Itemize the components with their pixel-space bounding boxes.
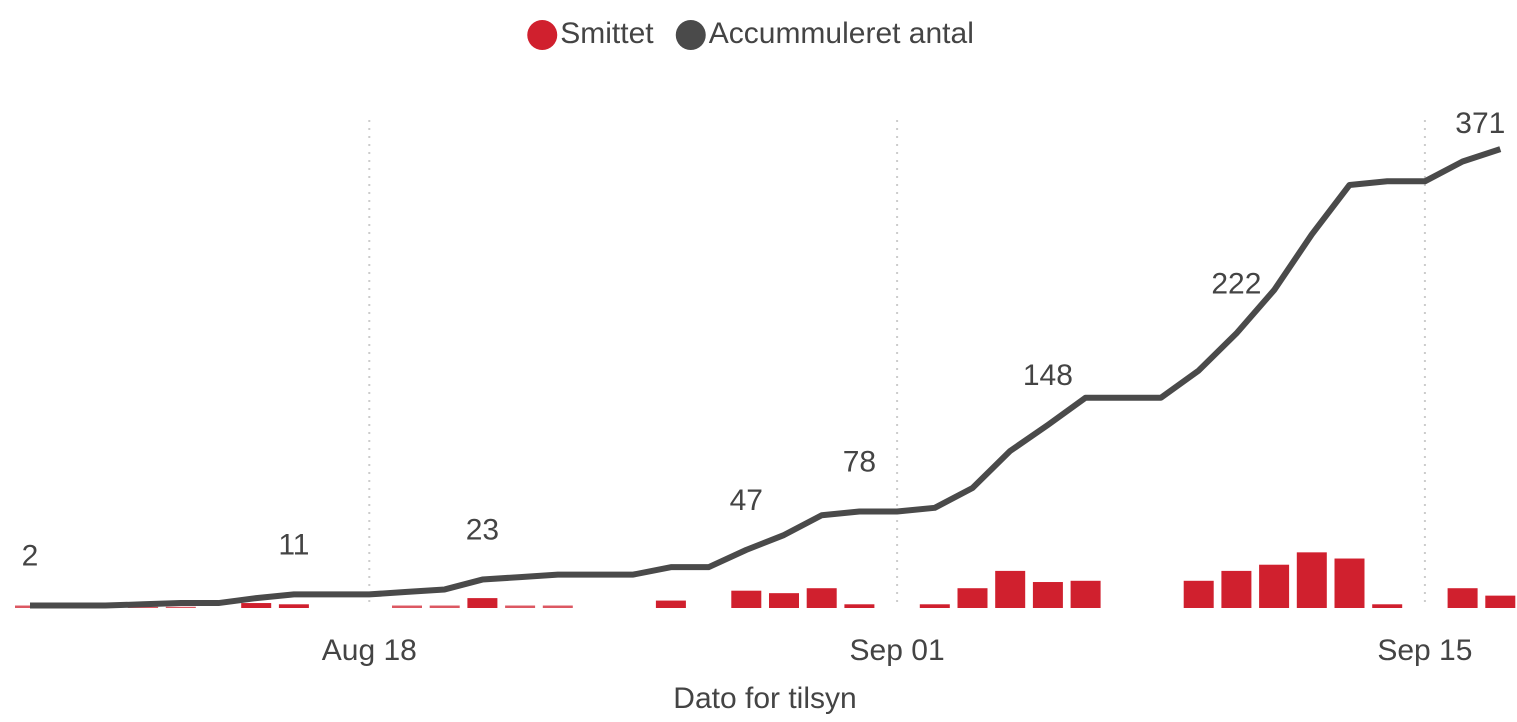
legend-marker (675, 20, 706, 50)
bar (1447, 588, 1478, 608)
bar (1070, 580, 1101, 608)
bar (1221, 570, 1252, 608)
bar (1334, 558, 1365, 608)
bar (1183, 580, 1214, 608)
bar (241, 603, 272, 608)
bar (1032, 582, 1063, 608)
bar (165, 606, 196, 608)
bar (957, 588, 988, 608)
legend-label: Accummuleret antal (709, 17, 974, 50)
data-label: 11 (278, 528, 309, 561)
data-label: 148 (1023, 359, 1073, 392)
bar (995, 570, 1026, 608)
data-label: 371 (1455, 107, 1505, 140)
data-label: 23 (466, 513, 499, 546)
data-label: 47 (730, 484, 763, 517)
bar (467, 598, 498, 608)
bar (128, 606, 159, 608)
bar (429, 605, 460, 608)
x-tick-label: Sep 15 (1377, 634, 1472, 667)
legend-marker (527, 20, 558, 50)
x-tick-label: Sep 01 (850, 634, 945, 667)
data-label: 2 (22, 539, 39, 572)
line (30, 146, 1502, 609)
bar (542, 605, 573, 608)
bar (731, 590, 762, 608)
x-axis-title: Dato for tilsyn (673, 682, 856, 715)
data-label: 222 (1211, 267, 1261, 300)
bar (1296, 552, 1327, 608)
bar (1485, 595, 1516, 608)
bar (806, 588, 837, 608)
bar (278, 604, 309, 608)
bar (392, 605, 422, 608)
bar (919, 604, 950, 608)
x-tick-label: Aug 18 (322, 634, 417, 667)
data-label: 78 (843, 445, 876, 478)
bar (844, 604, 875, 608)
bar (1259, 564, 1290, 608)
bar (655, 600, 686, 608)
bar (505, 605, 536, 608)
bar (769, 593, 799, 608)
bar (1372, 604, 1403, 608)
legend-label: Smittet (560, 17, 654, 50)
